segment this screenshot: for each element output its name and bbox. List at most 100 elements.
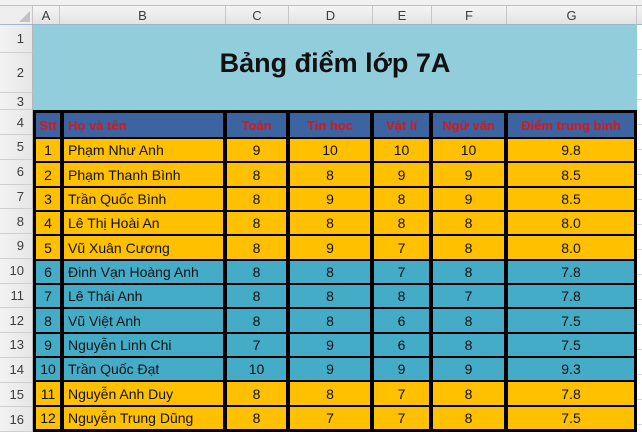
cell-stt-row4[interactable]: 4 [36, 212, 60, 235]
row-header-8[interactable]: 8 [0, 209, 33, 234]
cell-avg-row2[interactable]: 8.5 [508, 163, 634, 186]
cell-name-row12[interactable]: Nguyễn Trung Dũng [64, 406, 223, 430]
column-header-d[interactable]: D [289, 6, 373, 24]
cell-nguvan-row10[interactable]: 9 [433, 358, 504, 381]
column-header-f[interactable]: F [432, 6, 507, 24]
cell-stt-row10[interactable]: 10 [36, 358, 60, 381]
cell-tinhoc-row12[interactable]: 7 [290, 406, 370, 430]
cell-nguvan-row6[interactable]: 8 [433, 260, 504, 284]
header-cell-tinhoc[interactable]: Tin học [290, 113, 370, 137]
row-header-11[interactable]: 11 [0, 283, 33, 309]
cell-name-row1[interactable]: Phạm Như Anh [64, 139, 223, 162]
cell-stt-row5[interactable]: 5 [36, 236, 60, 259]
cell-toan-row12[interactable]: 8 [227, 406, 286, 430]
cell-toan-row8[interactable]: 8 [227, 309, 286, 332]
cell-vatli-row7[interactable]: 8 [374, 285, 429, 308]
cell-tinhoc-row5[interactable]: 9 [290, 236, 370, 259]
cell-avg-row1[interactable]: 9.8 [508, 139, 634, 162]
cell-nguvan-row3[interactable]: 9 [433, 187, 504, 211]
cell-vatli-row6[interactable]: 7 [374, 260, 429, 284]
cell-avg-row7[interactable]: 7.8 [508, 285, 634, 308]
cell-nguvan-row9[interactable]: 8 [433, 333, 504, 357]
cell-name-row9[interactable]: Nguyễn Linh Chi [64, 333, 223, 357]
row-header-10[interactable]: 10 [0, 258, 33, 284]
select-all-corner[interactable] [0, 6, 33, 24]
cell-vatli-row3[interactable]: 8 [374, 187, 429, 211]
cell-nguvan-row7[interactable]: 7 [433, 285, 504, 308]
cell-stt-row9[interactable]: 9 [36, 333, 60, 357]
cell-tinhoc-row10[interactable]: 9 [290, 358, 370, 381]
cell-tinhoc-row4[interactable]: 8 [290, 212, 370, 235]
cell-vatli-row9[interactable]: 6 [374, 333, 429, 357]
cell-toan-row7[interactable]: 8 [227, 285, 286, 308]
row-header-7[interactable]: 7 [0, 184, 33, 210]
cell-stt-row3[interactable]: 3 [36, 187, 60, 211]
column-header-g[interactable]: G [507, 6, 637, 24]
cell-tinhoc-row3[interactable]: 9 [290, 187, 370, 211]
cell-stt-row7[interactable]: 7 [36, 285, 60, 308]
row-header-9[interactable]: 9 [0, 234, 33, 259]
cell-tinhoc-row6[interactable]: 8 [290, 260, 370, 284]
cell-toan-row10[interactable]: 10 [227, 358, 286, 381]
cell-vatli-row4[interactable]: 8 [374, 212, 429, 235]
cell-stt-row8[interactable]: 8 [36, 309, 60, 332]
cell-avg-row12[interactable]: 7.5 [508, 406, 634, 430]
cell-avg-row6[interactable]: 7.8 [508, 260, 634, 284]
cell-name-row10[interactable]: Trần Quốc Đạt [64, 358, 223, 381]
row-header-12[interactable]: 12 [0, 308, 33, 333]
cell-tinhoc-row11[interactable]: 8 [290, 382, 370, 405]
header-cell-avg[interactable]: Điểm trung bình [508, 113, 634, 137]
cell-toan-row2[interactable]: 8 [227, 163, 286, 186]
cell-toan-row6[interactable]: 8 [227, 260, 286, 284]
cell-name-row2[interactable]: Phạm Thanh Bình [64, 163, 223, 186]
row-header-5[interactable]: 5 [0, 135, 33, 160]
cell-toan-row1[interactable]: 9 [227, 139, 286, 162]
cell-toan-row11[interactable]: 8 [227, 382, 286, 405]
row-header-15[interactable]: 15 [0, 382, 33, 408]
cell-name-row7[interactable]: Lê Thái Anh [64, 285, 223, 308]
cell-tinhoc-row7[interactable]: 8 [290, 285, 370, 308]
column-header-e[interactable]: E [373, 6, 432, 24]
cell-vatli-row10[interactable]: 9 [374, 358, 429, 381]
cell-stt-row2[interactable]: 2 [36, 163, 60, 186]
cell-stt-row11[interactable]: 11 [36, 382, 60, 405]
row-header-14[interactable]: 14 [0, 357, 33, 383]
cell-name-row4[interactable]: Lê Thị Hoài An [64, 212, 223, 235]
cell-vatli-row1[interactable]: 10 [374, 139, 429, 162]
cell-vatli-row5[interactable]: 7 [374, 236, 429, 259]
row-header-2[interactable]: 2 [0, 53, 33, 93]
column-header-a[interactable]: A [33, 6, 60, 24]
cell-name-row8[interactable]: Vũ Việt Anh [64, 309, 223, 332]
cell-vatli-row2[interactable]: 9 [374, 163, 429, 186]
header-cell-toan[interactable]: Toán [227, 113, 286, 137]
cell-name-row6[interactable]: Đinh Vạn Hoàng Anh [64, 260, 223, 284]
cell-vatli-row11[interactable]: 7 [374, 382, 429, 405]
header-cell-nguvan[interactable]: Ngữ văn [433, 113, 504, 137]
cell-avg-row11[interactable]: 7.8 [508, 382, 634, 405]
cell-toan-row9[interactable]: 7 [227, 333, 286, 357]
row-header-1[interactable]: 1 [0, 25, 33, 53]
cell-name-row11[interactable]: Nguyễn Anh Duy [64, 382, 223, 405]
title-merged-cell[interactable]: Bảng điểm lớp 7A [33, 25, 637, 110]
cell-vatli-row8[interactable]: 6 [374, 309, 429, 332]
cell-avg-row10[interactable]: 9.3 [508, 358, 634, 381]
cell-name-row3[interactable]: Trần Quốc Bình [64, 187, 223, 211]
cell-avg-row5[interactable]: 8.0 [508, 236, 634, 259]
row-header-4[interactable]: 4 [0, 110, 33, 135]
cell-tinhoc-row2[interactable]: 8 [290, 163, 370, 186]
header-cell-vatli[interactable]: Vật lí [374, 113, 429, 137]
cell-avg-row4[interactable]: 8.0 [508, 212, 634, 235]
cell-stt-row1[interactable]: 1 [36, 139, 60, 162]
cell-nguvan-row8[interactable]: 8 [433, 309, 504, 332]
column-header-c[interactable]: C [226, 6, 289, 24]
row-header-3[interactable]: 3 [0, 93, 33, 110]
cell-vatli-row12[interactable]: 7 [374, 406, 429, 430]
cell-nguvan-row11[interactable]: 8 [433, 382, 504, 405]
cell-tinhoc-row8[interactable]: 8 [290, 309, 370, 332]
cell-avg-row9[interactable]: 7.5 [508, 333, 634, 357]
cell-toan-row4[interactable]: 8 [227, 212, 286, 235]
cell-toan-row3[interactable]: 8 [227, 187, 286, 211]
cell-tinhoc-row9[interactable]: 9 [290, 333, 370, 357]
cell-name-row5[interactable]: Vũ Xuân Cương [64, 236, 223, 259]
cell-toan-row5[interactable]: 8 [227, 236, 286, 259]
